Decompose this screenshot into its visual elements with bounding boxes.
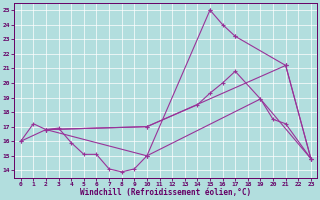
X-axis label: Windchill (Refroidissement éolien,°C): Windchill (Refroidissement éolien,°C) [80,188,252,197]
